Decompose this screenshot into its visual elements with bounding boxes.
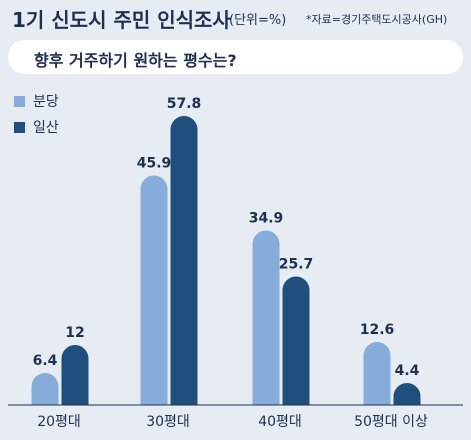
bar-bundang-1 [140, 175, 168, 405]
data-label-bundang-2: 34.9 [249, 211, 284, 227]
x-tick-label-2: 40평대 [258, 414, 302, 430]
legend-label-ilsan: 일산 [33, 120, 59, 136]
unit-label: (단위=%) [229, 13, 287, 28]
legend-item-bundang: 분당 [14, 88, 59, 114]
x-tick-label-0: 20평대 [37, 414, 81, 430]
question-banner: 향후 거주하기 원하는 평수는? [8, 40, 463, 74]
data-label-ilsan-1: 57.8 [167, 96, 202, 112]
source-note: *자료=경기주택도시공사(GH) [306, 13, 448, 26]
legend-label-bundang: 분당 [33, 94, 59, 110]
question-text: 향후 거주하기 원하는 평수는? [34, 51, 237, 70]
data-label-bundang-1: 45.9 [137, 156, 172, 172]
bar-ilsan-1 [170, 115, 198, 405]
legend-swatch-ilsan [14, 121, 25, 133]
legend-swatch-bundang [14, 95, 25, 107]
bar-bundang-3 [363, 342, 391, 405]
data-label-bundang-0: 6.4 [33, 353, 58, 369]
x-tick-label-3: 50평대 이상 [354, 414, 428, 430]
bar-ilsan-0 [61, 345, 89, 405]
data-label-ilsan-3: 4.4 [395, 363, 420, 379]
chart-header: 1기 신도시 주민 인식조사 (단위=%) *자료=경기주택도시공사(GH) [0, 0, 471, 40]
bar-ilsan-3 [393, 383, 421, 405]
chart-title: 1기 신도시 주민 인식조사 [12, 8, 231, 32]
chart-legend: 분당 일산 [14, 88, 59, 140]
bar-ilsan-2 [282, 276, 310, 405]
data-label-ilsan-0: 12 [65, 325, 84, 341]
x-tick-label-1: 30평대 [146, 414, 190, 430]
bar-bundang-0 [31, 373, 59, 405]
data-label-bundang-3: 12.6 [360, 322, 395, 338]
data-label-ilsan-2: 25.7 [279, 257, 314, 273]
bar-bundang-2 [252, 230, 280, 405]
legend-item-ilsan: 일산 [14, 114, 59, 140]
